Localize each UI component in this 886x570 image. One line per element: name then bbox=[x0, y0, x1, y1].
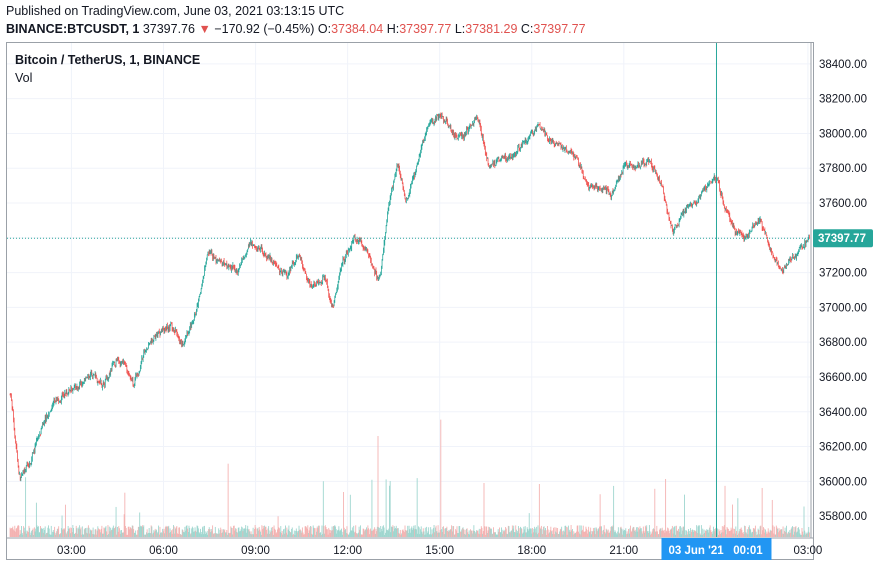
crosshair-time-tag-text: 03 Jun '21 00:01 bbox=[668, 545, 763, 557]
last-price: 37397.76 bbox=[142, 22, 195, 36]
volume-bars bbox=[9, 419, 810, 537]
close-value: 37397.77 bbox=[533, 22, 586, 36]
time-tick-label: 18:00 bbox=[517, 545, 546, 557]
candles bbox=[9, 112, 810, 482]
open-value: 37384.04 bbox=[331, 22, 384, 36]
current-price-tag: 37397.77 bbox=[813, 229, 873, 248]
price-tick-label: 38000.00 bbox=[819, 128, 867, 140]
price-tick-label: 37600.00 bbox=[819, 198, 867, 210]
symbol-label: BINANCE:BTCUSDT, 1 bbox=[6, 22, 140, 36]
time-tick-label: 03:00 bbox=[57, 545, 86, 557]
time-tick-label: 09:00 bbox=[241, 545, 270, 557]
price-tick-label: 36000.00 bbox=[819, 476, 867, 488]
price-tick-label: 35800.00 bbox=[819, 511, 867, 523]
price-tick-label: 36400.00 bbox=[819, 407, 867, 419]
price-tick-label: 37800.00 bbox=[819, 163, 867, 175]
time-tick-label: 06:00 bbox=[149, 545, 178, 557]
price-tick-label: 37000.00 bbox=[819, 302, 867, 314]
price-tick-label: 36800.00 bbox=[819, 337, 867, 349]
change-value: −170.92 (−0.45%) bbox=[214, 22, 315, 36]
legend-volume: Vol bbox=[15, 71, 33, 85]
price-tick-label: 38200.00 bbox=[819, 94, 867, 106]
price-axis[interactable]: 38400.00 38200.00 38000.00 37800.00 37600.00… bbox=[819, 59, 867, 523]
published-text: Published on TradingView.com, June 03, 2… bbox=[6, 4, 345, 18]
price-tick-label: 38400.00 bbox=[819, 59, 867, 71]
time-axis[interactable]: 03:00 06:00 09:00 12:00 15:00 18:00 21:00 03:00 bbox=[57, 545, 822, 557]
time-tick-label: 15:00 bbox=[425, 545, 454, 557]
price-tick-label: 36600.00 bbox=[819, 372, 867, 384]
close-label: C: bbox=[520, 22, 534, 36]
crosshair-time-tag: 03 Jun '21 00:01 bbox=[661, 538, 772, 560]
legend-title: Bitcoin / TetherUS, 1, BINANCE bbox=[15, 53, 201, 67]
open-label: O: bbox=[317, 22, 332, 36]
ohlc-line: BINANCE:BTCUSDT, 1 37397.76 ▼ −170.92 (−… bbox=[6, 22, 586, 36]
time-tick-label: 03:00 bbox=[794, 545, 823, 557]
change-arrow: ▼ bbox=[198, 22, 211, 36]
time-tick-label: 12:00 bbox=[333, 545, 362, 557]
grid bbox=[7, 43, 811, 537]
price-tick-label: 37200.00 bbox=[819, 268, 867, 280]
current-price-tag-text: 37397.77 bbox=[818, 233, 866, 245]
time-tick-label: 21:00 bbox=[609, 545, 638, 557]
published-line: Published on TradingView.com, June 03, 2… bbox=[6, 4, 344, 18]
low-value: 37381.29 bbox=[465, 22, 518, 36]
low-label: L: bbox=[454, 22, 466, 36]
high-label: H: bbox=[386, 22, 400, 36]
high-value: 37397.77 bbox=[399, 22, 452, 36]
price-tick-label: 36200.00 bbox=[819, 442, 867, 454]
chart-frame bbox=[6, 42, 814, 560]
